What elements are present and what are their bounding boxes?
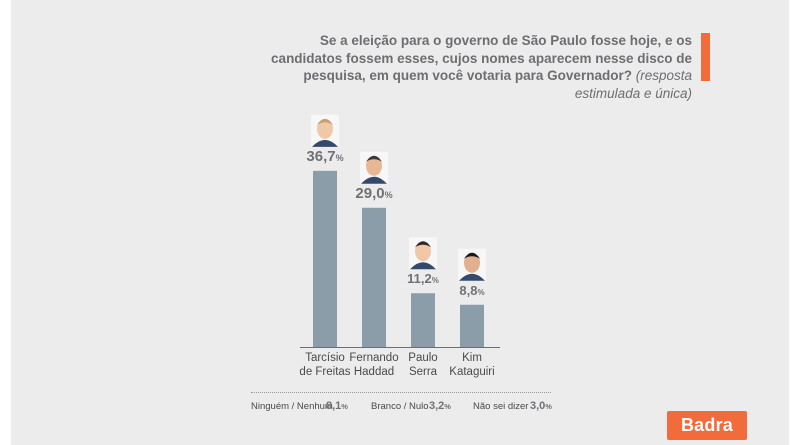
badra-logo: Badra: [667, 411, 747, 440]
bar-3: [411, 293, 435, 347]
value-number-3: 11,2: [407, 271, 432, 286]
portrait-face-4: [464, 252, 480, 273]
portrait-suit-3: [410, 262, 436, 270]
caricature-kataguiri-icon: [458, 248, 486, 281]
footer-number-nenhum: 8,1: [326, 400, 342, 412]
value-unit-4: %: [477, 288, 484, 297]
portrait-face-3: [415, 241, 431, 262]
category-label-4-line-1: Kim: [462, 352, 482, 364]
value-unit-2: %: [385, 190, 393, 200]
footer-divider: [251, 392, 551, 393]
footer-unit-branco: %: [444, 402, 451, 411]
footer-value-nenhum: 8,1%: [326, 400, 348, 412]
chart-title: Se a eleição para o governo de São Paulo…: [252, 32, 692, 102]
portrait-suit-1: [312, 139, 338, 147]
footer-label-nao-sei: Não sei dizer: [473, 401, 529, 412]
footer-label-branco: Branco / Nulo: [371, 401, 429, 412]
footer-unit-nenhum: %: [341, 402, 348, 411]
portrait-hair-4: [464, 252, 480, 259]
value-number-4: 8,8: [459, 283, 477, 298]
bar-1: [313, 170, 337, 347]
portrait-hair-2: [366, 155, 382, 162]
category-label-3-line-1: Paulo: [408, 352, 437, 364]
footer-stats: Ninguém / Nenhum 8,1% Branco / Nulo 3,2%…: [0, 397, 800, 417]
portrait-face-2: [366, 155, 382, 176]
footer-unit-nao-sei: %: [545, 402, 552, 411]
value-unit-3: %: [432, 276, 439, 285]
category-label-1-line-1: Tarcísio: [305, 352, 345, 364]
portrait-hair-1: [317, 118, 333, 125]
title-main: Se a eleição para o governo de São Paulo…: [271, 33, 692, 83]
chart-panel: [11, 0, 789, 445]
category-label-3-line-2: Serra: [409, 366, 438, 378]
bar-2: [362, 207, 386, 347]
category-label-1-line-2: de Freitas: [299, 366, 350, 378]
caricature-haddad-icon: [360, 151, 388, 184]
category-label-2-line-1: Fernando: [349, 352, 398, 364]
value-number-2: 29,0: [355, 185, 384, 202]
value-label-1: 36,7%: [306, 148, 343, 165]
caricature-tarcisio-icon: [311, 114, 339, 147]
category-label-4-line-2: Kataguiri: [449, 366, 494, 378]
category-label-2-line-2: Haddad: [354, 366, 394, 378]
portrait-suit-4: [459, 273, 485, 281]
value-unit-1: %: [336, 153, 344, 163]
bar-4: [460, 304, 484, 347]
caricature-serra-icon: [409, 237, 437, 270]
value-number-1: 36,7: [306, 148, 335, 165]
value-label-4: 8,8%: [459, 283, 484, 298]
portrait-suit-2: [361, 176, 387, 184]
title-accent-bar: [701, 33, 710, 81]
value-label-2: 29,0%: [355, 185, 392, 202]
portrait-hair-3: [415, 241, 431, 248]
footer-value-branco: 3,2%: [429, 400, 451, 412]
footer-label-nenhum: Ninguém / Nenhum: [251, 401, 333, 412]
title-sub: (resposta estimulada e única): [574, 68, 692, 101]
value-label-3: 11,2%: [407, 271, 439, 286]
portrait-face-1: [317, 118, 333, 139]
footer-number-branco: 3,2: [429, 400, 445, 412]
footer-value-nao-sei: 3,0%: [530, 400, 552, 412]
footer-number-nao-sei: 3,0: [530, 400, 546, 412]
